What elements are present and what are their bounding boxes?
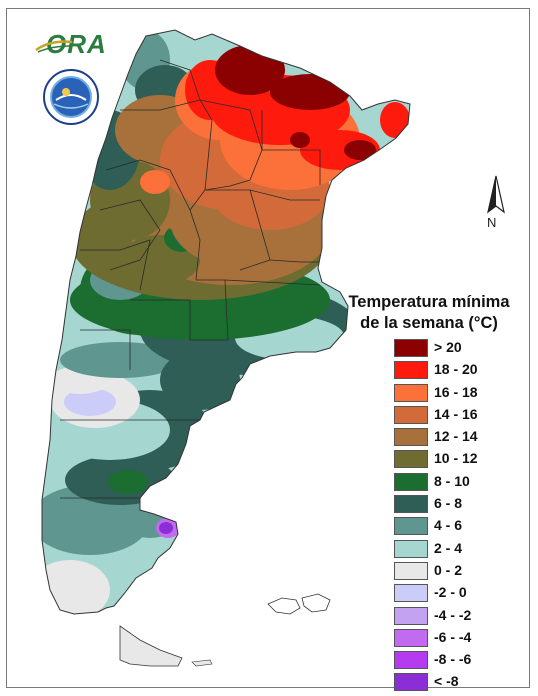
legend-label: > 20 [434, 339, 462, 355]
legend-swatch [394, 584, 428, 603]
legend-label: 16 - 18 [434, 383, 478, 400]
legend-label: 2 - 4 [434, 539, 463, 556]
province-borders [60, 59, 321, 499]
north-label: N [487, 215, 497, 230]
legend-swatch [394, 561, 428, 580]
legend: Temperatura mínima de la semana (°C) > 2… [334, 292, 524, 692]
legend-swatch [394, 339, 428, 357]
legend-swatch [394, 405, 428, 424]
legend-label: < -8 [434, 673, 459, 690]
legend-swatch [394, 606, 428, 625]
country-outline [41, 29, 411, 615]
tierra-del-fuego [119, 625, 183, 667]
legend-swatch [394, 450, 428, 469]
north-arrow-icon [487, 175, 505, 214]
legend-swatch [394, 472, 428, 491]
legend-label: 4 - 6 [434, 517, 463, 534]
legend-swatch [394, 673, 428, 692]
legend-label: 8 - 10 [434, 472, 470, 489]
legend-swatch [394, 651, 428, 670]
legend-label: -8 - -6 [434, 651, 472, 668]
legend-label: -2 - 0 [434, 584, 467, 601]
legend-title-line2: de la semana (°C) [360, 314, 498, 332]
legend-label: 12 - 14 [434, 428, 478, 445]
legend-swatch [394, 428, 428, 447]
legend-swatch [394, 495, 428, 514]
legend-label: 14 - 16 [434, 405, 478, 422]
legend-title-line1: Temperatura mínima [348, 293, 510, 311]
legend-label: 0 - 2 [434, 561, 463, 578]
malvinas-islands [267, 593, 331, 615]
ora-logo-swoosh [35, 40, 73, 53]
legend-swatch [394, 517, 428, 536]
legend-swatch [394, 383, 428, 402]
legend-swatch [394, 361, 428, 380]
legend-label: 6 - 8 [434, 495, 463, 512]
legend-swatch [394, 628, 428, 647]
smn-seal-logo [43, 69, 99, 125]
legend-swatch [394, 539, 428, 558]
legend-label: -4 - -2 [434, 606, 472, 623]
legend-label: -6 - -4 [434, 628, 472, 645]
ora-logo: ORA [46, 29, 107, 59]
legend-label: 18 - 20 [434, 361, 478, 378]
isla-de-los-estados [191, 659, 213, 667]
legend-label: 10 - 12 [434, 450, 478, 467]
